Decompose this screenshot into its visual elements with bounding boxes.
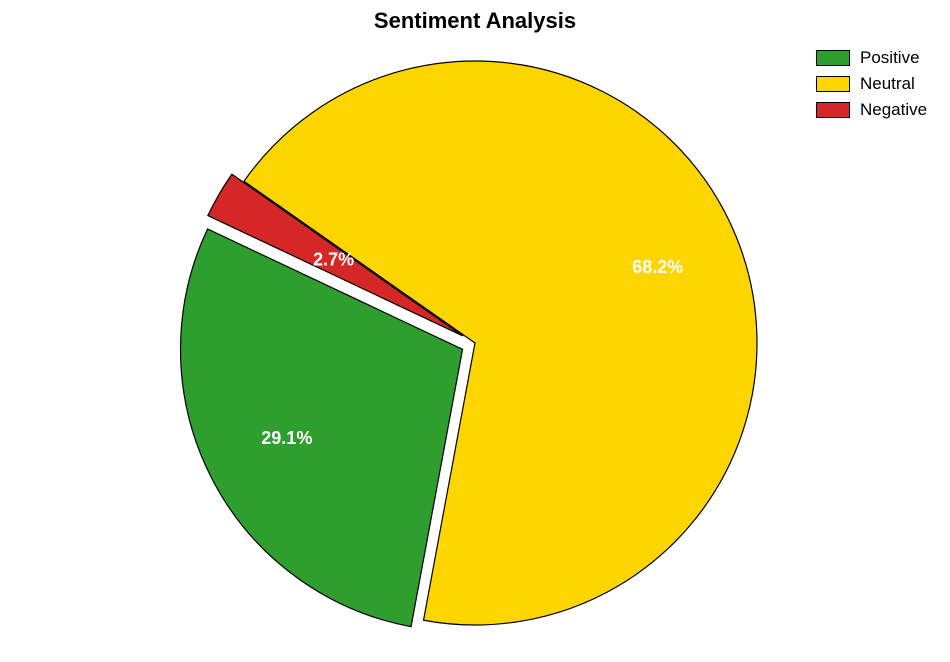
pie-label-neutral: 68.2% [632,257,683,277]
pie-chart: 68.2% 29.1% 2.7% [0,0,950,662]
pie-label-positive: 29.1% [261,428,312,448]
pie-label-negative: 2.7% [313,250,354,270]
legend-swatch [816,102,850,118]
legend-label: Neutral [860,74,915,94]
legend: Positive Neutral Negative [816,48,927,126]
legend-item-neutral: Neutral [816,74,927,94]
legend-item-negative: Negative [816,100,927,120]
legend-item-positive: Positive [816,48,927,68]
legend-label: Positive [860,48,920,68]
legend-label: Negative [860,100,927,120]
legend-swatch [816,76,850,92]
chart-stage: Sentiment Analysis 68.2%29.1%2.7% Positi… [0,0,950,662]
legend-swatch [816,50,850,66]
